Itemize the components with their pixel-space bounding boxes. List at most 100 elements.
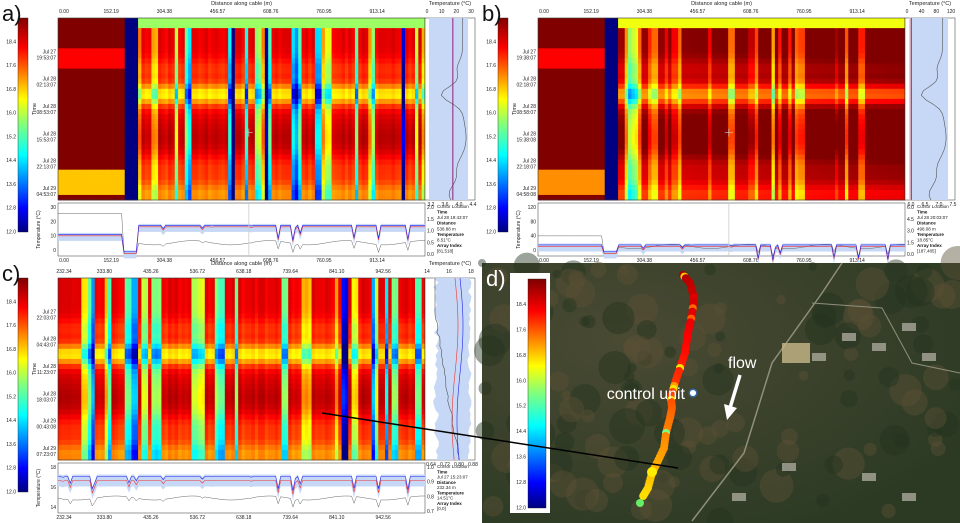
heatmap-cell	[134, 149, 139, 155]
heatmap-cell	[408, 43, 413, 49]
heatmap-cell	[184, 48, 189, 54]
heatmap-cell	[134, 78, 139, 85]
heatmap-cell	[341, 139, 346, 145]
heatmap-cell	[604, 98, 609, 105]
heatmap-cell	[188, 189, 192, 196]
heatmap-cell	[368, 63, 373, 69]
heatmap-cell	[94, 109, 99, 115]
heatmap-cell	[264, 73, 269, 80]
heatmap-cell	[101, 174, 106, 181]
heatmap-cell	[414, 28, 419, 34]
heatmap-cell	[151, 68, 156, 75]
heatmap-cell	[344, 103, 349, 110]
heatmap-cell	[301, 184, 306, 191]
heatmap-cell	[408, 154, 413, 160]
heatmap-cell	[188, 78, 192, 85]
heatmap-cell	[321, 63, 326, 69]
heatmap-cell	[174, 189, 179, 196]
heatmap-cell	[344, 184, 349, 191]
heatmap-cell	[571, 149, 576, 155]
heatmap-cell	[161, 184, 166, 191]
heatmap-cell	[578, 68, 582, 75]
heatmap-cell	[378, 88, 383, 95]
heatmap-cell	[274, 169, 279, 176]
heatmap-cell	[241, 109, 246, 115]
heatmap-cell	[114, 23, 119, 29]
heatmap-cell	[381, 78, 386, 85]
heatmap-cell	[368, 134, 373, 140]
heatmap-cell	[251, 189, 256, 196]
heatmap-cell	[541, 43, 546, 49]
heatmap-cell	[154, 114, 159, 120]
heatmap-cell	[164, 109, 169, 115]
heatmap-cell	[254, 23, 259, 29]
heatmap-cell	[548, 28, 552, 34]
heatmap-cell	[271, 134, 276, 140]
heatmap-cell	[288, 93, 292, 100]
heatmap-cell	[364, 23, 369, 29]
heatmap-cell	[128, 149, 132, 155]
heatmap-cell	[164, 53, 169, 59]
heatmap-cell	[128, 194, 132, 201]
heatmap-cell	[414, 119, 419, 125]
heatmap-cell	[351, 194, 356, 201]
heatmap-cell	[358, 28, 363, 34]
heatmap-cell	[214, 174, 219, 181]
profile-bottom-tick: 3.2	[428, 202, 435, 208]
heatmap-cell	[354, 139, 359, 145]
profile-title: Temperature (°C)	[429, 1, 471, 7]
heatmap-cell	[394, 33, 399, 39]
heatmap-cell	[351, 38, 356, 44]
heatmap-cell	[344, 78, 349, 85]
heatmap-cell	[588, 83, 592, 90]
heatmap-cell	[604, 68, 609, 75]
heatmap-cell	[574, 164, 579, 171]
heatmap-cell	[598, 78, 602, 85]
heatmap-cell	[78, 83, 82, 90]
heatmap-cell	[411, 58, 416, 64]
heatmap-cell	[148, 149, 152, 155]
heatmap-cell	[331, 88, 336, 95]
heatmap-cell	[191, 119, 196, 125]
heatmap-cell	[414, 184, 419, 191]
heatmap-cell	[308, 38, 312, 44]
heatmap-cell	[561, 88, 566, 95]
heatmap-cell	[321, 38, 326, 44]
heatmap-cell	[208, 98, 212, 105]
heatmap-cell	[394, 103, 399, 110]
heatmap-cell	[541, 18, 546, 24]
heatmap-cell	[188, 149, 192, 155]
heatmap-cell	[591, 73, 596, 80]
heatmap-cell	[331, 68, 336, 75]
heatmap-cell	[548, 139, 552, 145]
heatmap-cell	[188, 194, 192, 201]
heatmap-cell	[158, 159, 162, 166]
heatmap-cell	[318, 124, 322, 130]
heatmap-cell	[168, 88, 172, 95]
heatmap-cell	[161, 58, 166, 64]
heatmap-cell	[164, 23, 169, 29]
heatmap-cell	[548, 88, 552, 95]
heatmap-cell	[248, 154, 252, 160]
heatmap-cell	[221, 43, 226, 49]
heatmap-cell	[614, 63, 619, 69]
heatmap-cell	[174, 169, 179, 176]
heatmap-cell	[224, 28, 229, 34]
heatmap-cell	[224, 43, 229, 49]
heatmap-cell	[341, 154, 346, 160]
heatmap-cell	[144, 78, 149, 85]
heatmap-cell	[104, 129, 109, 135]
heatmap-cell	[68, 33, 72, 39]
heatmap-cell	[408, 169, 413, 176]
heatmap-cell	[188, 139, 192, 145]
heatmap-cell	[271, 119, 276, 125]
heatmap-cell	[298, 53, 302, 59]
heatmap-cell	[558, 164, 562, 171]
heatmap-cell	[411, 83, 416, 90]
heatmap-cell	[71, 93, 76, 100]
heatmap-cell	[578, 159, 582, 166]
heatmap-cell	[388, 169, 393, 176]
heatmap-cell	[608, 43, 612, 49]
heatmap-cell	[164, 154, 169, 160]
heatmap-cell	[158, 179, 162, 186]
